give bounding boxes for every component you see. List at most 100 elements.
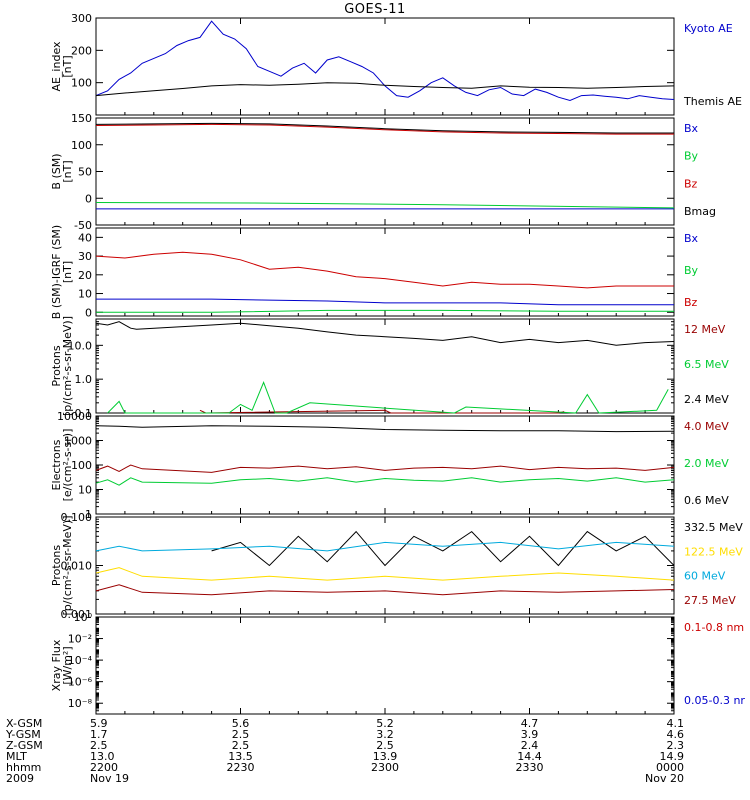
y-axis-label: [p/(cm²-s-sr-MeV)] (61, 316, 74, 416)
series-line-60-MeV (95, 541, 675, 552)
panel-frame-7 (95, 616, 675, 715)
y-tick-label: 10⁻² (68, 633, 92, 646)
y-axis-label: [nT] (61, 55, 74, 77)
x-row-label: 2009 (6, 772, 34, 785)
y-tick-label: 200 (71, 44, 92, 57)
x-tick-label: 3.2 (376, 728, 394, 741)
legend-label: 27.5 MeV (684, 594, 736, 607)
y-tick-label: 0.100 (61, 511, 93, 524)
x-row-label: hhmm (6, 761, 41, 774)
x-tick-label: 4.7 (521, 717, 539, 730)
series-line-6-5-MeV (107, 381, 669, 414)
series-line-Bz (95, 251, 674, 289)
x-tick-label: 5.6 (232, 717, 250, 730)
x-tick-label: 2.4 (521, 739, 539, 752)
y-tick-label: 10.0 (68, 339, 93, 352)
x-row-label: Y-GSM (5, 728, 41, 741)
x-tick-label: 2300 (371, 761, 399, 774)
x-tick-label: 5.2 (376, 717, 394, 730)
series-line-0-6-MeV (95, 425, 675, 433)
y-tick-label: 10⁻⁸ (68, 697, 93, 710)
y-tick-label: 100 (71, 77, 92, 90)
y-tick-label: 30 (78, 250, 92, 263)
y-tick-label: 1000 (64, 435, 92, 448)
y-axis-label: [nT] (61, 261, 74, 283)
legend-label: Kyoto AE (684, 22, 733, 35)
series-line-Bx (96, 298, 674, 306)
legend-label: 12 MeV (684, 323, 726, 336)
y-tick-label: 10⁰ (74, 611, 93, 624)
series-line-By (96, 309, 674, 313)
x-tick-label: 2330 (516, 761, 544, 774)
x-tick-label: 2200 (90, 761, 118, 774)
y-tick-label: 1.0 (75, 373, 93, 386)
legend-label: 332.5 MeV (684, 521, 743, 534)
series-line-Themis-AE (95, 82, 675, 97)
plot-title: GOES-11 (344, 2, 406, 17)
x-tick-label: 2.5 (376, 739, 394, 752)
legend-label: 2.4 MeV (684, 393, 729, 406)
x-tick-label: 2230 (227, 761, 255, 774)
y-tick-label: 150 (71, 112, 92, 125)
series-line-4-0-MeV (95, 464, 675, 473)
legend-label: 0.05-0.3 nr (684, 694, 745, 707)
x-tick-label: 3.9 (521, 728, 539, 741)
x-tick-label: 14.9 (660, 750, 685, 763)
x-tick-label: 0000 (656, 761, 684, 774)
legend-label: Bz (684, 296, 698, 309)
y-tick-label: 10⁻⁴ (68, 654, 93, 667)
x-row-label: MLT (6, 750, 27, 763)
series-line-Bz (95, 123, 674, 135)
series-line-122-5-MeV (95, 567, 675, 581)
legend-label: Bz (684, 177, 698, 190)
y-axis-label: [W/m²] (61, 646, 74, 684)
y-tick-label: 20 (78, 269, 92, 282)
legend-label: 122.5 MeV (684, 545, 743, 558)
y-tick-label: 10⁻⁶ (68, 676, 93, 689)
y-tick-label: 100 (71, 139, 92, 152)
y-axis-label: Protons (50, 345, 63, 386)
y-tick-label: 10 (78, 484, 92, 497)
legend-label: Bx (684, 122, 699, 135)
y-axis-label: B (SM) (50, 153, 63, 189)
y-tick-label: 0.1 (75, 407, 93, 420)
legend-label: 4.0 MeV (684, 420, 729, 433)
legend-label: Themis AE (683, 95, 742, 108)
legend-label: By (684, 264, 699, 277)
y-tick-label: 0.001 (61, 608, 93, 621)
legend-label: 2.0 MeV (684, 457, 729, 470)
y-tick-label: 1 (85, 508, 92, 521)
legend-label: 0.1-0.8 nm (684, 621, 744, 634)
series-line-Bmag (95, 122, 674, 134)
series-line-27-5-MeV (95, 584, 675, 596)
y-axis-label: AE_index (50, 41, 63, 92)
y-axis-label: B (SM)-IGRF (SM) (50, 225, 63, 319)
y-axis-label: Xray Flux (50, 639, 63, 691)
series-line-2-0-MeV (95, 477, 675, 486)
x-tick-label: Nov 19 (90, 772, 129, 785)
x-tick-label: 13.0 (90, 750, 115, 763)
legend-label: 0.6 MeV (684, 494, 729, 507)
x-tick-label: 2.3 (667, 739, 685, 752)
series-line-332-5-MeV (211, 530, 675, 567)
x-row-label: X-GSM (6, 717, 42, 730)
y-tick-label: 0.010 (61, 560, 93, 573)
y-axis-label: [e/(cm²-s-sr)] (61, 429, 74, 502)
x-tick-label: 4.1 (667, 717, 685, 730)
y-tick-label: 10000 (57, 410, 92, 423)
series-line-2-4-MeV (95, 321, 675, 346)
x-tick-label: 13.9 (373, 750, 398, 763)
panel-frame-4 (95, 318, 675, 414)
y-tick-label: -50 (74, 219, 92, 232)
y-tick-label: 0 (85, 306, 92, 319)
x-tick-label: 2.5 (90, 739, 108, 752)
y-tick-label: 300 (71, 12, 92, 25)
y-axis-label: [nT] (61, 160, 74, 182)
series-line-By (95, 202, 675, 209)
x-tick-label: 2.5 (232, 739, 250, 752)
x-tick-label: 14.4 (517, 750, 542, 763)
y-axis-label: Protons (50, 545, 63, 586)
x-tick-label: 1.7 (90, 728, 108, 741)
y-tick-label: 50 (78, 166, 92, 179)
